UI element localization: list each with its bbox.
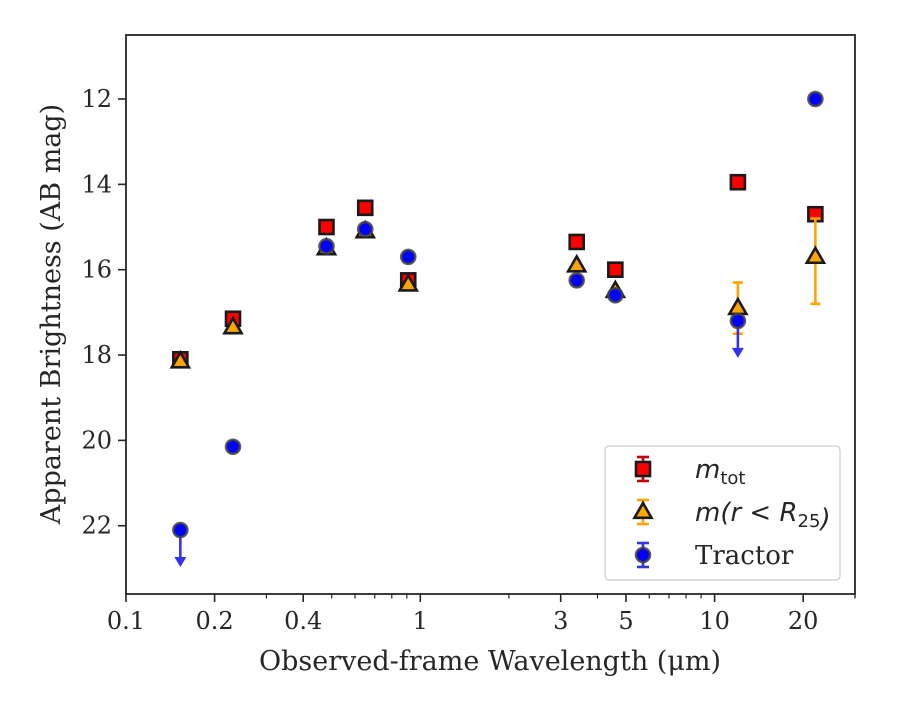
y-tick-label: 18: [81, 341, 112, 369]
data-point-square: [318, 218, 335, 236]
y-tick-label: 16: [81, 256, 112, 284]
legend-label: m(r < R25): [695, 498, 831, 534]
data-point-circle: [356, 220, 374, 238]
data-point-square: [607, 261, 624, 278]
data-point-triangle: [169, 349, 192, 369]
y-tick-label: 20: [81, 426, 112, 454]
data-point-square: [356, 199, 374, 217]
legend-marker-square: [634, 460, 652, 478]
x-tick-label: 20: [788, 607, 819, 635]
x-tick-label: 0.1: [107, 607, 145, 635]
x-tick-label: 1: [413, 607, 428, 635]
data-point-square: [568, 233, 586, 251]
legend-label: Tractor: [695, 541, 794, 571]
data-point-circle: [318, 237, 335, 255]
legend-frame: [604, 445, 841, 581]
legend-marker-circle: [634, 546, 652, 564]
x-tick-label: 5: [618, 607, 633, 635]
data-point-circle: [172, 521, 189, 539]
data-point-triangle: [727, 296, 749, 316]
data-point-triangle: [565, 253, 588, 273]
data-point-circle: [224, 438, 242, 456]
axis-ticks: 0.1 0.2 0.4 1 3 5 10 20 12 14 16 18 20 22: [81, 85, 856, 635]
data-point-triangle: [222, 315, 244, 335]
legend-entry: Tractor: [634, 541, 794, 571]
y-tick-label: 14: [81, 170, 112, 198]
series-triangle: [169, 217, 827, 369]
data-point-circle: [399, 248, 417, 266]
series-square: [172, 173, 824, 368]
data-point-circle: [807, 90, 824, 108]
y-axis-label: Apparent Brightness (AB mag): [36, 104, 67, 525]
x-tick-label: 0.2: [196, 607, 234, 635]
x-tick-label: 3: [553, 607, 568, 635]
data-point-circle: [729, 312, 747, 330]
x-tick-label: 0.4: [284, 607, 322, 635]
arrow-head: [174, 556, 187, 567]
data-point-circle: [568, 272, 586, 289]
x-tick-label: 10: [699, 607, 730, 635]
x-axis-label: Observed-frame Wavelength (μm): [259, 646, 721, 677]
data-point-triangle: [397, 273, 420, 292]
legend-marker-triangle: [632, 500, 654, 520]
series-circle: [172, 90, 824, 567]
legend: mtot m(r < R25) Tractor: [604, 445, 841, 581]
plot-frame: [125, 34, 856, 595]
data-point-circle: [607, 286, 624, 304]
legend-entry: m(r < R25): [632, 498, 831, 534]
plot-marks: [169, 90, 827, 567]
y-tick-label: 22: [81, 512, 112, 540]
data-point-square: [729, 173, 747, 191]
legend-label: mtot: [695, 455, 745, 489]
y-tick-label: 12: [81, 85, 112, 113]
legend-entry: mtot: [634, 455, 745, 489]
data-point-triangle: [804, 245, 827, 265]
arrow-head: [731, 347, 744, 358]
